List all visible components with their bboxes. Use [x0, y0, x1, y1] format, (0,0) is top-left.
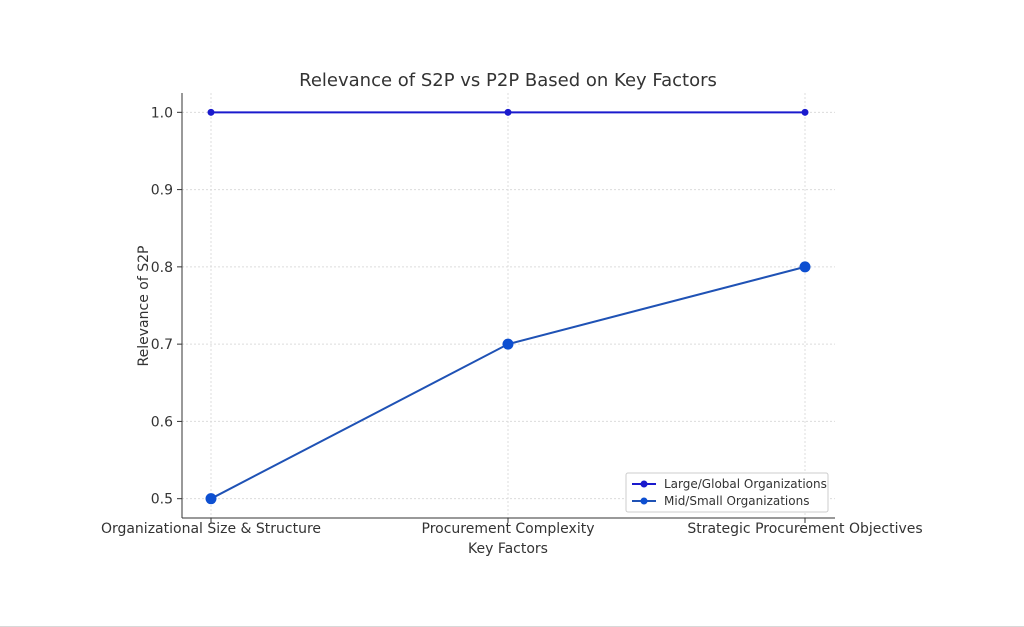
legend-label: Mid/Small Organizations	[664, 494, 809, 508]
data-point	[504, 108, 512, 116]
x-tick-label: Organizational Size & Structure	[101, 521, 321, 537]
series	[205, 108, 811, 505]
legend-swatch-marker	[640, 497, 648, 505]
x-tick-label: Procurement Complexity	[422, 521, 595, 537]
data-point	[801, 108, 809, 116]
y-tick-label: 0.5	[151, 492, 173, 508]
legend-swatch-marker	[640, 480, 648, 488]
data-point	[205, 493, 217, 505]
y-tick-label: 0.9	[151, 183, 173, 199]
data-point	[502, 338, 514, 350]
grid	[182, 93, 835, 518]
legend: Large/Global Organizations Mid/Small Orga…	[625, 472, 829, 513]
y-ticks: 0.5 0.6 0.7 0.8 0.9 1.0	[151, 105, 182, 508]
y-axis-label: Relevance of S2P	[136, 246, 152, 367]
y-tick-label: 0.7	[151, 337, 173, 353]
x-axis-label: Key Factors	[468, 541, 548, 557]
legend-label: Large/Global Organizations	[664, 477, 827, 491]
legend-box	[625, 472, 829, 513]
data-point	[799, 261, 811, 273]
y-tick-label: 0.8	[151, 260, 173, 276]
y-tick-label: 1.0	[151, 105, 173, 121]
x-tick-label: Strategic Procurement Objectives	[687, 521, 922, 537]
data-point	[207, 108, 215, 116]
chart-title: Relevance of S2P vs P2P Based on Key Fac…	[299, 70, 717, 91]
x-ticks: Organizational Size & Structure Procureme…	[101, 518, 923, 537]
y-tick-label: 0.6	[151, 414, 173, 430]
